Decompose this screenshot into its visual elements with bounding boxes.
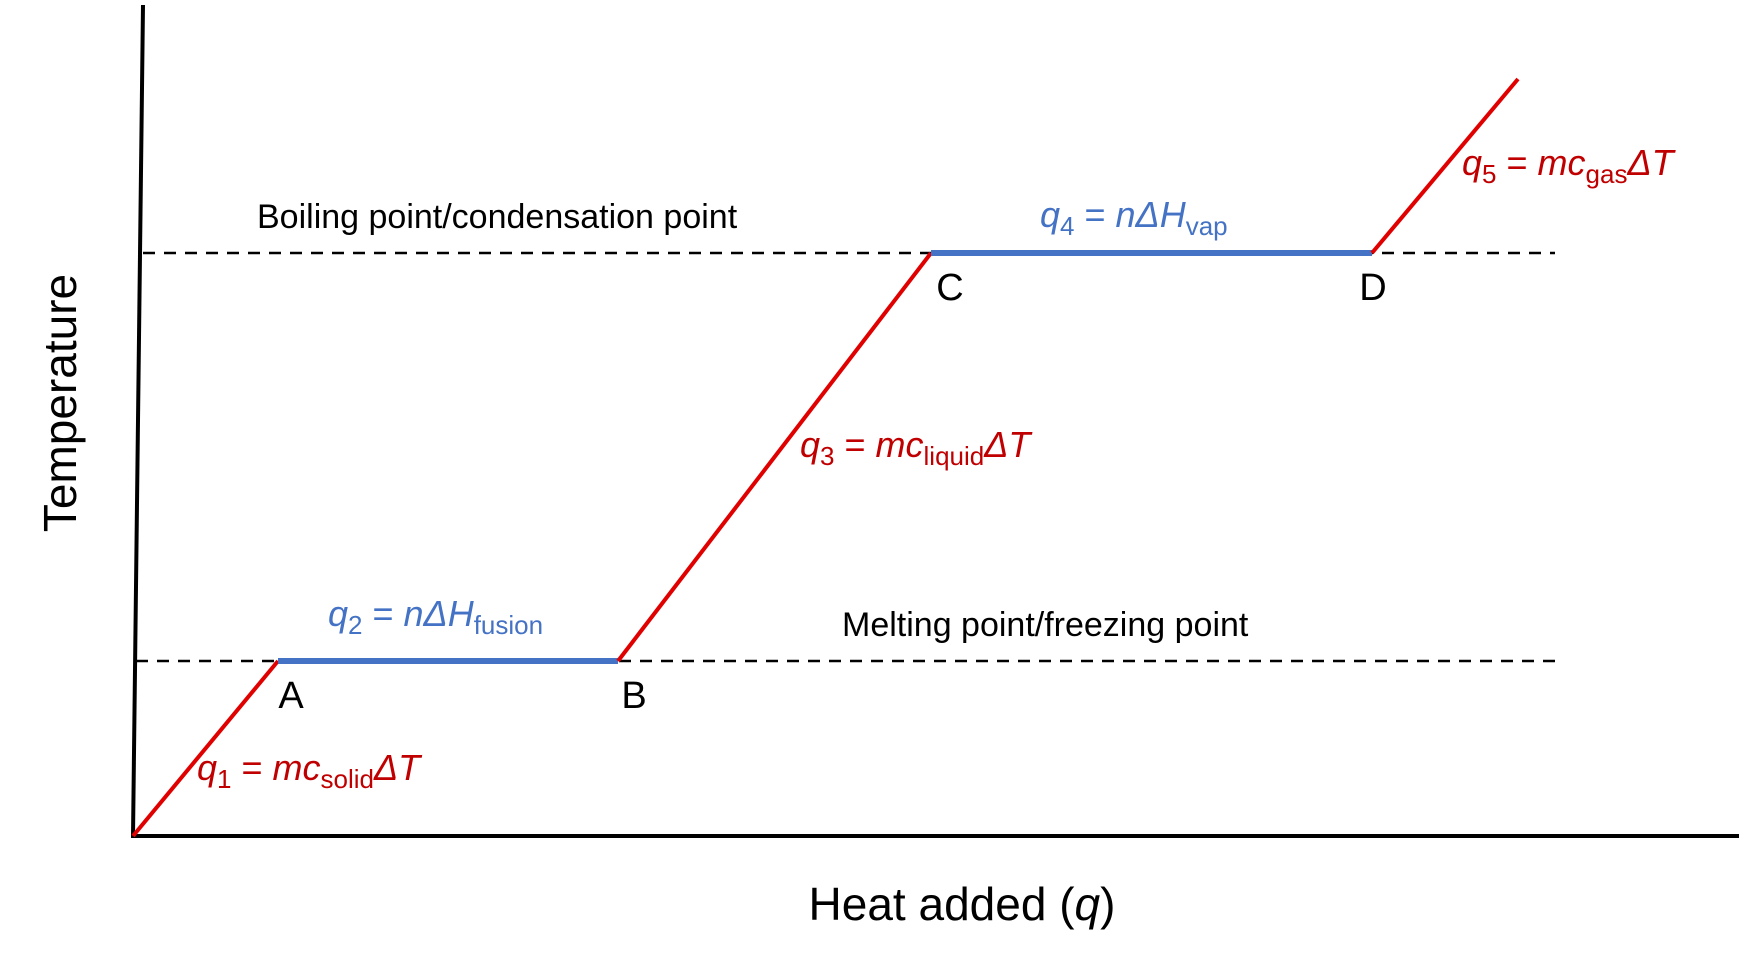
point-a-label: A [278,675,304,717]
equation-q2: q2 = nΔHfusion [328,593,543,640]
segment-solid-heating [131,659,280,838]
equation-q4: q4 = nΔHvap [1040,194,1228,241]
point-b-label: B [621,675,646,717]
boiling-point-label: Boiling point/condensation point [257,198,738,236]
equation-q5: q5 = mcgasΔT [1462,142,1677,189]
point-c-label: C [936,267,963,309]
equation-q3: q3 = mcliquidΔT [800,424,1033,471]
melting-point-label: Melting point/freezing point [842,606,1249,644]
segment-liquid-heating [616,251,933,663]
y-axis [131,4,145,837]
point-d-label: D [1359,267,1386,309]
segment-gas-heating [1370,77,1520,255]
x-axis-label: Heat added (q) [809,878,1116,930]
equation-q1: q1 = mcsolidΔT [197,747,423,794]
y-axis-label: Temperature [34,274,86,532]
